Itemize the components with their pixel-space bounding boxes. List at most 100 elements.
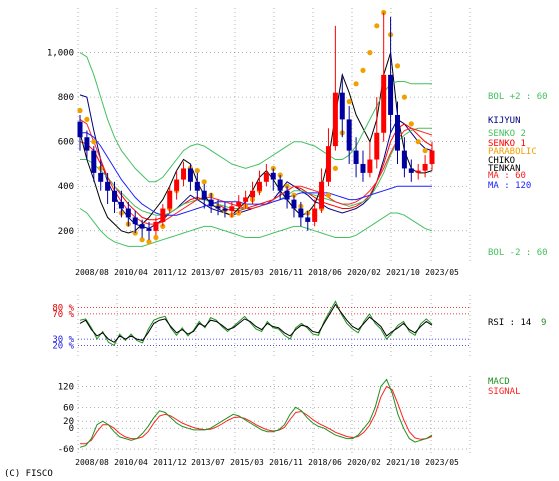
candle-body [160,208,166,222]
candle-body [298,208,304,218]
price-legend-item: BOL +2 : 60 [488,92,548,102]
parabolic-dot [408,121,414,127]
candle-body [422,163,428,171]
candle-body [339,92,345,120]
price-legend-item: SENKO 2 [488,129,526,139]
price-x-tick: 2018/06 [308,268,342,277]
candle-body [112,190,118,202]
rsi-level-label: 80 % [52,304,74,314]
series-senko-1 [79,123,433,221]
parabolic-dot [146,239,152,245]
parabolic-dot [284,183,290,189]
macd-legend-item: MACD [488,377,510,387]
parabolic-dot [325,192,332,198]
candle-body [91,150,97,173]
candle-body [325,146,331,182]
candle-body [374,132,380,160]
series-bol-2-60 [79,208,433,247]
parabolic-dot [374,23,380,29]
candle-body [277,179,283,191]
price-legend-item: TENKAN [488,164,521,174]
price-legend-item: MA : 60 [488,171,526,181]
candle-body [77,121,83,138]
candle-body [194,181,200,191]
candle-body [346,119,352,151]
candle-body [360,163,366,173]
candle-body [187,168,193,182]
price-y-tick: 200 [58,227,74,237]
candle-body [174,179,180,191]
series-rsi [79,303,433,343]
copyright-text: (C) FISCO [4,469,53,479]
macd-x-tick: 2020/02 [347,458,381,467]
rsi-panel: 80 %70 % 30 %20 % RSI : 14 9 [52,295,546,358]
candle-body [243,197,249,202]
macd-x-tick: 2010/04 [114,458,148,467]
candle-body [208,199,214,207]
parabolic-dot [360,67,366,73]
parabolic-dot [84,116,90,122]
candle-body [353,150,359,164]
price-legend-item: BOL -2 : 60 [488,248,548,258]
rsi-legend-second: 9 [541,318,546,328]
macd-x-tick: 2021/10 [386,458,420,467]
macd-legend-item: SIGNAL [488,387,521,397]
price-y-tick: 600 [58,138,74,148]
candle-body [84,137,90,151]
candle-body [222,208,228,211]
price-legend-item: KIJYUN [488,116,521,126]
price-x-tick: 2021/10 [386,268,420,277]
candle-body [270,172,276,180]
parabolic-dot [160,223,166,229]
series-bol-2-60 [79,52,432,183]
candle-body [263,172,269,182]
parabolic-dot [346,99,352,105]
price-x-tick: 2010/04 [114,268,148,277]
price-x-tick: 2023/05 [425,268,459,277]
price-x-tick: 2016/11 [269,268,303,277]
candle-body [381,74,387,133]
parabolic-dot [367,50,373,56]
parabolic-dot [415,139,421,145]
candle-body [250,190,256,198]
rsi-level-label: 30 % [52,335,74,345]
macd-x-tick: 2015/03 [230,458,264,467]
macd-y-tick: 120 [58,382,74,392]
macd-y-tick: 60 [63,403,74,413]
macd-y-tick: 0 [69,424,74,434]
candle-body [305,217,311,222]
candle-body [105,181,111,191]
candle-body [146,228,152,231]
candle-body [229,206,235,211]
series-macd [79,378,433,448]
price-x-tick: 2013/07 [191,268,225,277]
parabolic-dot [139,237,145,243]
price-legend-item: MA : 120 [488,181,531,191]
candle-body [312,208,318,222]
price-x-tick: 2020/02 [347,268,381,277]
macd-x-tick: 2008/08 [75,458,109,467]
rsi-legend-label: RSI : 14 [488,318,531,328]
macd-x-tick: 2013/07 [191,458,225,467]
parabolic-dot [394,63,401,69]
parabolic-dot [236,210,242,216]
candle-body [388,74,394,115]
candle-body [167,190,173,209]
candle-body [98,172,104,182]
parabolic-dot [91,139,97,145]
parabolic-dot [277,172,283,178]
candle-body [367,159,373,173]
candle-body [153,221,159,231]
macd-x-tick: 2016/11 [269,458,303,467]
candle-body [394,114,400,151]
candle-body [139,224,145,229]
parabolic-dot [401,94,407,100]
price-y-tick: 1,000 [47,49,74,59]
price-y-tick: 800 [58,93,74,103]
price-legend-item: SENKO 1 [488,139,526,149]
series-signal [80,385,433,445]
macd-x-tick: 2018/06 [308,458,342,467]
candle-body [181,168,187,180]
candle-body [125,208,131,218]
